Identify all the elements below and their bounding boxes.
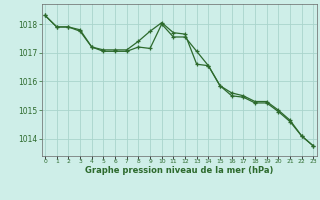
X-axis label: Graphe pression niveau de la mer (hPa): Graphe pression niveau de la mer (hPa) [85, 166, 273, 175]
